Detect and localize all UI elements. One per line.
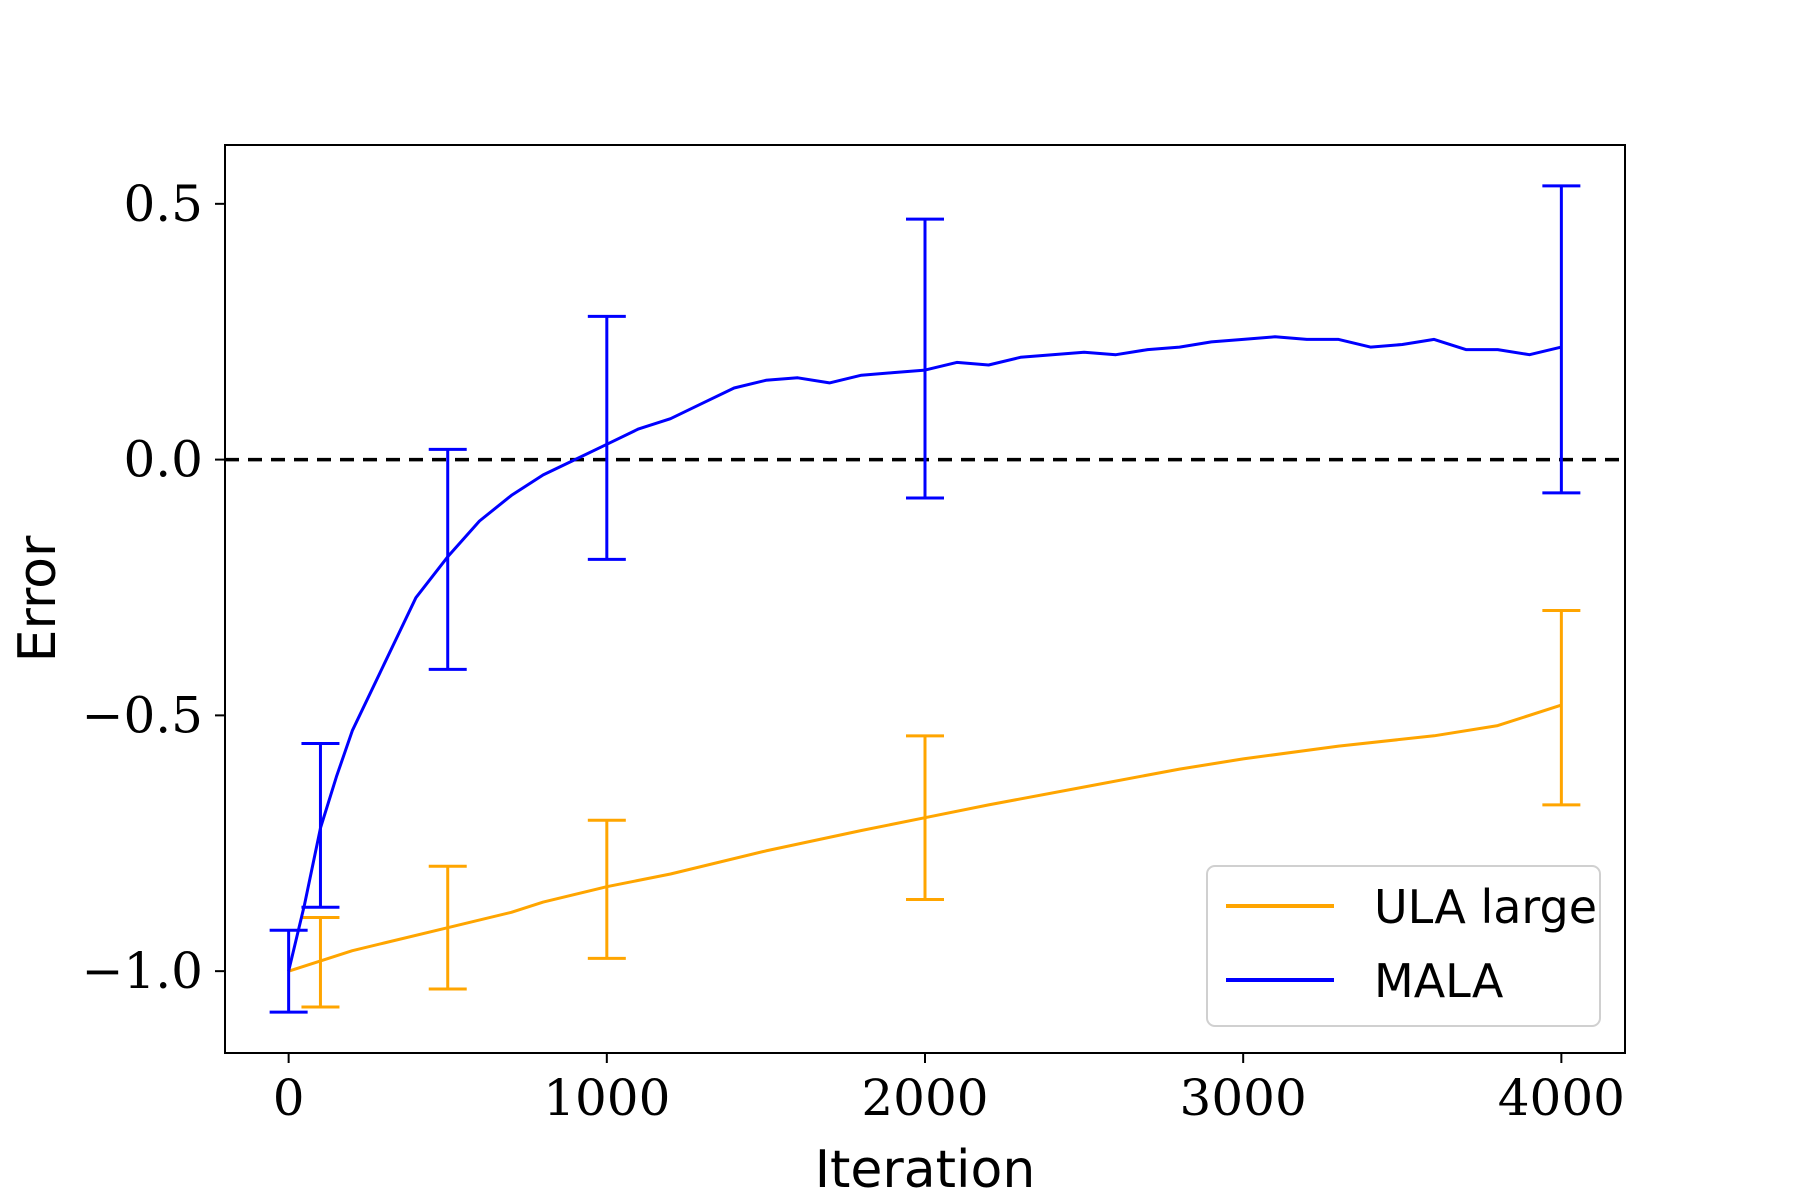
series-layer (269, 184, 1581, 1014)
x-tick-label: 2000 (861, 1069, 988, 1127)
error-bar-mala (428, 447, 467, 671)
y-axis-ticks: −1.0 −0.5 0.0 0.5 (82, 175, 225, 1000)
error-bar-mala (301, 742, 340, 909)
error-bar-mala (1542, 184, 1581, 495)
series-line-ula-large (288, 703, 1562, 973)
legend-label-mala: MALA (1374, 954, 1504, 1008)
y-tick-label: 0.5 (123, 175, 203, 233)
x-tick-label: 3000 (1180, 1069, 1307, 1127)
x-axis-label: Iteration (815, 1140, 1036, 1200)
error-bar-ula-large (301, 915, 340, 1009)
series-mala (269, 184, 1581, 1014)
error-bar-ula-large (906, 734, 944, 902)
error-bar-ula-large (1542, 609, 1581, 807)
y-tick-label: −1.0 (82, 942, 203, 1000)
y-axis-label: Error (8, 535, 68, 662)
error-bar-ula-large (428, 864, 467, 991)
y-tick-label: 0.0 (123, 431, 203, 489)
series-ula-large (288, 609, 1581, 1009)
legend: ULA large MALA (1206, 865, 1601, 1027)
error-bar-mala (587, 314, 626, 561)
error-bar-mala (269, 928, 308, 1014)
x-axis-ticks: 0 1000 2000 3000 4000 (273, 1053, 1625, 1127)
legend-label-ula-large: ULA large (1374, 880, 1597, 934)
x-tick-label: 4000 (1498, 1069, 1625, 1127)
error-bar-ula-large (587, 818, 626, 960)
x-tick-label: 1000 (543, 1069, 670, 1127)
x-tick-label: 0 (273, 1069, 305, 1127)
y-tick-label: −0.5 (82, 686, 203, 744)
error-bar-mala (906, 217, 944, 500)
